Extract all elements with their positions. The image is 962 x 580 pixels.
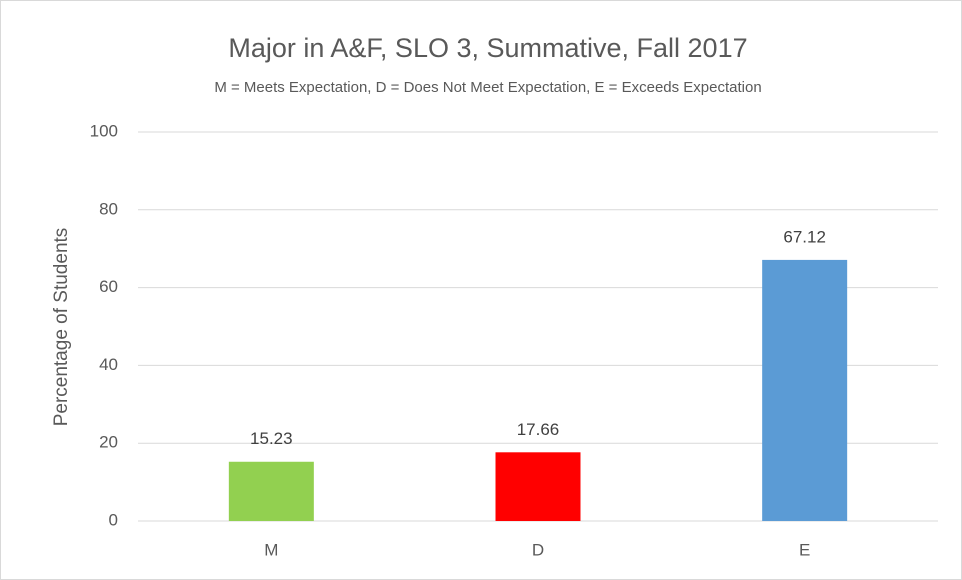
y-tick-label: 60 xyxy=(99,277,118,296)
data-label: 67.12 xyxy=(783,227,826,246)
y-tick-label: 80 xyxy=(99,199,118,218)
bar xyxy=(762,259,848,521)
data-label: 17.66 xyxy=(517,420,560,439)
y-tick-label: 100 xyxy=(90,121,118,140)
y-tick-label: 40 xyxy=(99,355,118,374)
x-tick-label: M xyxy=(264,540,278,559)
x-tick-label: E xyxy=(799,540,810,559)
y-tick-label: 0 xyxy=(109,510,118,529)
y-axis-label: Percentage of Students xyxy=(51,228,72,427)
chart-subtitle: M = Meets Expectation, D = Does Not Meet… xyxy=(214,79,761,96)
chart-title: Major in A&F, SLO 3, Summative, Fall 201… xyxy=(228,33,747,63)
data-label: 15.23 xyxy=(250,429,293,448)
x-tick-label: D xyxy=(532,540,544,559)
bar xyxy=(228,461,314,521)
bar xyxy=(495,452,581,521)
y-tick-label: 20 xyxy=(99,433,118,452)
